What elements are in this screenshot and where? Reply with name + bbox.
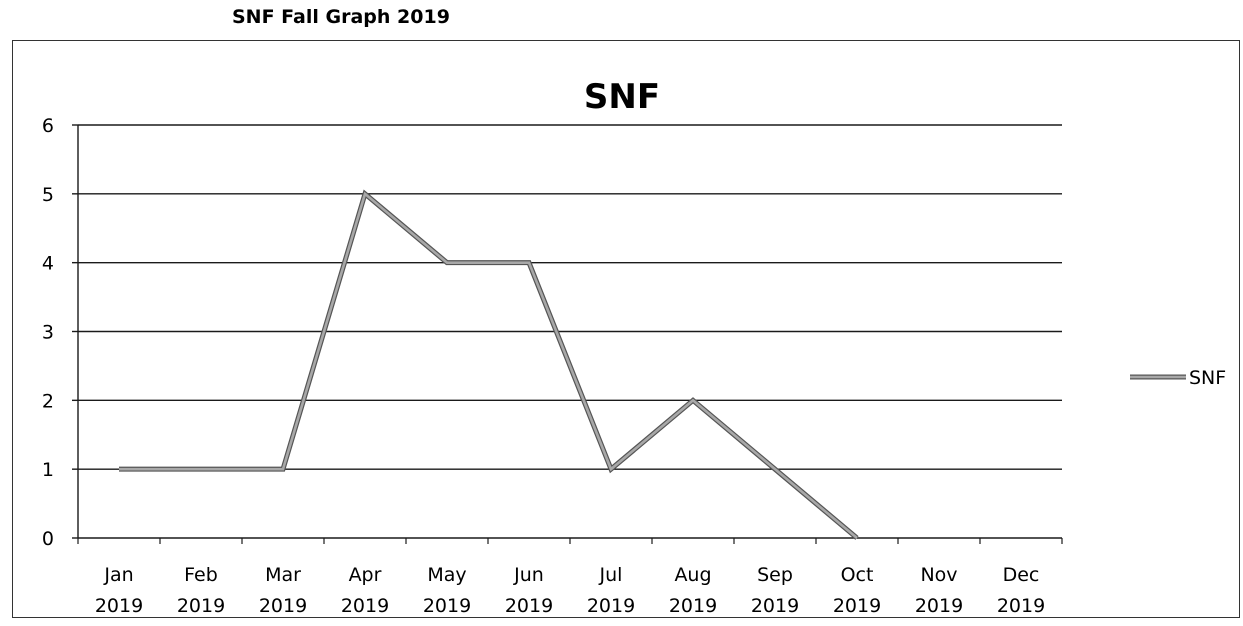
x-tick-label-month: Aug [674,564,711,586]
x-tick-label-year: 2019 [915,595,963,617]
y-tick-label: 0 [42,528,54,550]
series-line-outline [119,189,859,540]
x-tick-label-month: Mar [265,564,301,586]
series-layer [119,189,859,540]
x-tick-label-year: 2019 [833,595,881,617]
x-tick-label-month: Oct [841,564,874,586]
x-tick-label-year: 2019 [751,595,799,617]
legend-label: SNF [1189,367,1226,389]
x-tick-label-year: 2019 [997,595,1045,617]
y-tick-label: 3 [42,322,54,344]
x-tick-label-year: 2019 [669,595,717,617]
x-tick-label-month: Jul [599,564,623,586]
gridlines [78,124,1062,470]
x-tick-label-year: 2019 [177,595,225,617]
x-tick-label-year: 2019 [587,595,635,617]
chart-title: SNF [584,77,660,117]
x-tick-label-year: 2019 [95,595,143,617]
y-tick-label: 4 [42,253,54,275]
x-tick-label-year: 2019 [505,595,553,617]
x-tick-label-year: 2019 [423,595,471,617]
chart-frame [12,40,1240,618]
x-tick-label-month: Apr [349,564,382,586]
x-tick-label-year: 2019 [259,595,307,617]
y-tick-label: 1 [42,459,54,481]
x-tick-label-month: May [427,564,466,586]
axes: 0 1 2 3 4 5 6 Jan 2019 Feb 2019 Mar 2019 Apr 2019 May 20… [42,115,1063,617]
x-tick-label-year: 2019 [341,595,389,617]
series-line-snf [119,191,858,539]
y-tick-label: 6 [42,115,54,137]
legend: SNF [1130,367,1226,389]
x-tick-label-month: Feb [184,564,218,586]
x-tick-label-month: Jun [513,564,544,586]
y-tick-label: 5 [42,184,54,206]
y-tick-label: 2 [42,390,54,412]
page-title: SNF Fall Graph 2019 [232,6,450,28]
x-tick-label-month: Dec [1003,564,1040,586]
x-tick-label-month: Nov [920,564,957,586]
x-tick-label-month: Jan [103,564,133,586]
x-tick-label-month: Sep [757,564,793,586]
